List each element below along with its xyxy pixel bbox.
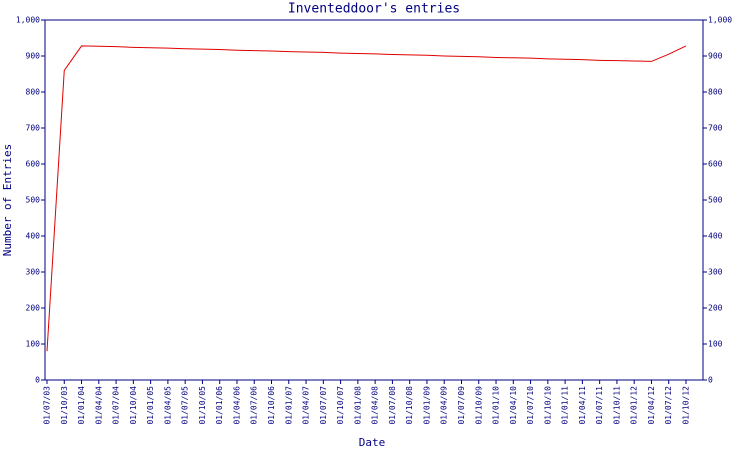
x-tick-label: 01/07/06	[250, 386, 259, 425]
y2-tick-label: 300	[708, 268, 723, 277]
y-tick-label: 900	[26, 52, 41, 61]
y-tick-label: 600	[26, 160, 41, 169]
x-tick-label: 01/07/09	[457, 386, 466, 425]
x-tick-label: 01/04/05	[163, 386, 172, 425]
x-tick-label: 01/01/08	[353, 386, 362, 425]
y2-tick-label: 200	[708, 304, 723, 313]
y2-tick-label: 800	[708, 88, 723, 97]
x-tick-label: 01/10/03	[60, 386, 69, 425]
y2-tick-label: 1,000	[708, 16, 732, 25]
x-tick-label: 01/01/06	[215, 386, 224, 425]
x-tick-label: 01/10/07	[336, 386, 345, 425]
x-tick-label: 01/10/12	[682, 386, 691, 425]
x-tick-label: 01/04/11	[578, 386, 587, 425]
data-line	[46, 45, 687, 352]
y-tick-label: 100	[26, 340, 41, 349]
y-tick-label: 200	[26, 304, 41, 313]
x-tick-label: 01/04/09	[440, 386, 449, 425]
x-tick-label: 01/10/09	[474, 386, 483, 425]
x-tick-label: 01/10/04	[129, 386, 138, 425]
x-tick-label: 01/01/12	[630, 386, 639, 425]
x-tick-label: 01/04/06	[232, 386, 241, 425]
x-tick-label: 01/07/12	[664, 386, 673, 425]
x-tick-label: 01/04/08	[371, 386, 380, 425]
y-tick-label: 800	[26, 88, 41, 97]
x-tick-label: 01/01/04	[77, 386, 86, 425]
x-tick-label: 01/07/07	[319, 386, 328, 425]
y2-tick-label: 400	[708, 232, 723, 241]
x-tick-label: 01/10/06	[267, 386, 276, 425]
x-tick-label: 01/04/04	[94, 386, 103, 425]
y2-tick-label: 500	[708, 196, 723, 205]
x-tick-label: 01/07/08	[388, 386, 397, 425]
y2-tick-label: 700	[708, 124, 723, 133]
x-tick-label: 01/10/11	[612, 386, 621, 425]
y-axis-title: Number of Entries	[1, 144, 14, 257]
x-tick-label: 01/07/05	[181, 386, 190, 425]
x-tick-label: 01/10/10	[543, 386, 552, 425]
y-tick-label: 300	[26, 268, 41, 277]
y2-tick-label: 600	[708, 160, 723, 169]
x-tick-label: 01/10/08	[405, 386, 414, 425]
y2-tick-label: 900	[708, 52, 723, 61]
x-tick-label: 01/01/05	[146, 386, 155, 425]
x-tick-label: 01/04/07	[302, 386, 311, 425]
x-tick-label: 01/10/05	[198, 386, 207, 425]
y2-tick-label: 0	[708, 376, 713, 385]
x-tick-label: 01/01/09	[422, 386, 431, 425]
x-tick-label: 01/07/10	[526, 386, 535, 425]
x-tick-label: 01/01/07	[284, 386, 293, 425]
x-tick-label: 01/07/03	[43, 386, 52, 425]
x-tick-label: 01/04/10	[509, 386, 518, 425]
y-tick-label: 700	[26, 124, 41, 133]
y-tick-label: 400	[26, 232, 41, 241]
x-tick-label: 01/01/11	[561, 386, 570, 425]
y-tick-label: 500	[26, 196, 41, 205]
chart-title: Inventeddoor's entries	[288, 2, 460, 17]
x-tick-label: 01/07/11	[595, 386, 604, 425]
y2-tick-label: 100	[708, 340, 723, 349]
y-tick-label: 0	[35, 376, 40, 385]
x-tick-label: 01/04/12	[647, 386, 656, 425]
x-axis-title: Date	[359, 436, 386, 449]
plot-frame	[44, 19, 704, 381]
y-tick-label: 1,000	[16, 16, 40, 25]
x-tick-label: 01/01/10	[492, 386, 501, 425]
x-tick-label: 01/07/04	[112, 386, 121, 425]
